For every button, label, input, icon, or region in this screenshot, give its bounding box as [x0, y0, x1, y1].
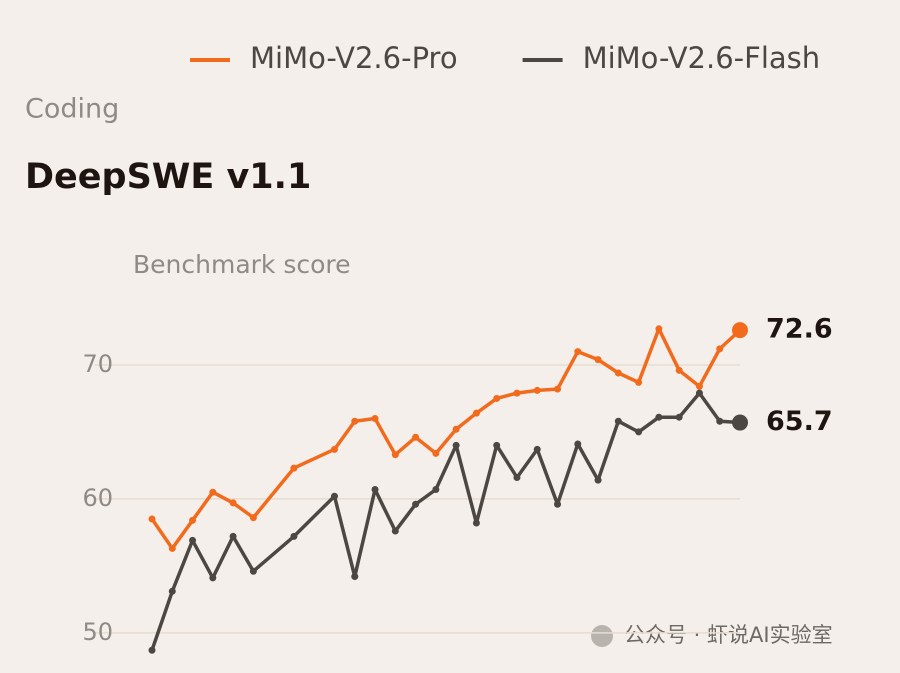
- point: [189, 536, 197, 544]
- category-label: Coding: [25, 94, 119, 125]
- point: [594, 356, 602, 364]
- y-tick-label: 50: [82, 618, 113, 646]
- point: [594, 476, 602, 484]
- point: [249, 514, 257, 522]
- point: [675, 366, 683, 374]
- point: [513, 473, 521, 481]
- point: [209, 488, 217, 496]
- point: [472, 519, 480, 527]
- point: [148, 646, 156, 654]
- point: [249, 567, 257, 575]
- point: [351, 417, 359, 425]
- point: [452, 425, 460, 433]
- point: [148, 515, 156, 523]
- point: [330, 492, 338, 500]
- point: [412, 500, 420, 508]
- point: [189, 516, 197, 524]
- point: [432, 486, 440, 494]
- y-tick-label: 70: [82, 350, 113, 378]
- point: [716, 417, 724, 425]
- watermark-group: 公众号 · 虾说AI实验室: [591, 623, 833, 647]
- point: [614, 369, 622, 377]
- point: [432, 449, 440, 457]
- point: [229, 499, 237, 507]
- point: [513, 389, 521, 397]
- point: [554, 500, 562, 508]
- point: [209, 574, 217, 582]
- series-line: [150, 391, 741, 651]
- y-tick-label: 60: [82, 484, 113, 512]
- end-point: [732, 322, 748, 339]
- point: [168, 544, 176, 552]
- point: [695, 382, 703, 390]
- point: [371, 415, 379, 423]
- y-axis-label: Benchmark score: [133, 250, 351, 279]
- point: [574, 440, 582, 448]
- point: [330, 445, 338, 453]
- point: [574, 348, 582, 356]
- point: [675, 413, 683, 421]
- point: [290, 464, 298, 472]
- point: [351, 573, 359, 581]
- end-point: [732, 414, 748, 431]
- point: [493, 441, 501, 449]
- point: [635, 378, 643, 386]
- point: [229, 532, 237, 540]
- point: [533, 386, 541, 394]
- point: [614, 417, 622, 425]
- point: [554, 385, 562, 393]
- point: [168, 587, 176, 595]
- point: [716, 345, 724, 353]
- legend-label: MiMo-V2.6-Flash: [583, 41, 821, 75]
- point: [452, 441, 460, 449]
- point: [695, 389, 703, 397]
- watermark: 公众号 · 虾说AI实验室: [624, 623, 833, 647]
- point: [635, 428, 643, 436]
- point: [290, 532, 298, 540]
- legend-label: MiMo-V2.6-Pro: [250, 41, 458, 75]
- watermark-icon: [591, 625, 613, 647]
- point: [412, 433, 420, 441]
- end-value-label: 72.6: [766, 314, 833, 345]
- point: [371, 486, 379, 494]
- end-value-label: 65.7: [766, 406, 833, 437]
- point: [655, 413, 663, 421]
- chart-title: DeepSWE v1.1: [25, 157, 311, 197]
- point: [472, 409, 480, 417]
- point: [655, 325, 663, 333]
- point: [533, 445, 541, 453]
- series-line: [150, 327, 742, 551]
- point: [493, 394, 501, 402]
- point: [391, 527, 399, 535]
- point: [391, 451, 399, 459]
